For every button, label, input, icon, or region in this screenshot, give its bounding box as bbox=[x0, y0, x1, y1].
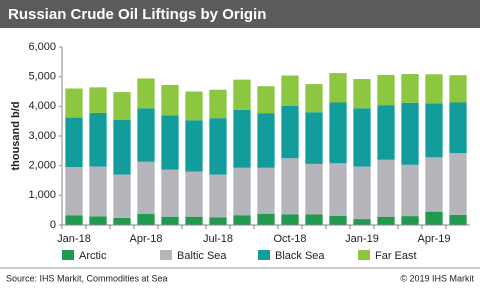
bar-segment bbox=[377, 159, 395, 217]
x-tick-label: Apr-19 bbox=[417, 233, 450, 245]
bar-segment bbox=[161, 115, 179, 170]
x-tick-label: Jul-18 bbox=[203, 233, 233, 245]
source: Source: IHS Markit, Commodities at Sea bbox=[6, 273, 168, 283]
bar-segment bbox=[209, 174, 227, 218]
bar-segment bbox=[449, 102, 467, 154]
bar-segment bbox=[449, 214, 467, 225]
bar-segment bbox=[209, 118, 227, 175]
bar-segment bbox=[401, 102, 419, 165]
bar-segment bbox=[137, 214, 155, 225]
legend-swatch bbox=[62, 250, 74, 260]
bar-segment bbox=[137, 108, 155, 162]
bar-segment bbox=[329, 163, 347, 216]
bar-segment bbox=[257, 213, 275, 225]
bar-segment bbox=[137, 161, 155, 215]
bar-segment bbox=[65, 215, 83, 225]
y-axis-label: thousand b/d bbox=[10, 101, 22, 170]
y-tick-label: 0 bbox=[50, 219, 56, 231]
bar-segment bbox=[377, 216, 395, 225]
bar-segment bbox=[113, 119, 131, 175]
bar-segment bbox=[305, 84, 323, 113]
bar-segment bbox=[305, 163, 323, 215]
bar-segment bbox=[425, 157, 443, 212]
y-tick-label: 3,000 bbox=[28, 130, 56, 142]
legend-label: Baltic Sea bbox=[177, 250, 227, 262]
bar-segment bbox=[233, 109, 251, 168]
bar-segment bbox=[209, 217, 227, 225]
bar-segment bbox=[281, 158, 299, 215]
bar-segment bbox=[353, 219, 371, 225]
bar-segment bbox=[281, 105, 299, 159]
bar-segment bbox=[353, 79, 371, 109]
bar-segment bbox=[257, 167, 275, 214]
bar-segment bbox=[209, 89, 227, 119]
y-tick-label: 6,000 bbox=[28, 41, 56, 53]
bar-segment bbox=[185, 120, 203, 172]
bar-segment bbox=[257, 86, 275, 114]
bar-segment bbox=[113, 92, 131, 120]
copyright: © 2019 IHS Markit bbox=[400, 273, 474, 283]
bar-segment bbox=[449, 75, 467, 103]
bar-segment bbox=[89, 112, 107, 167]
y-tick-label: 4,000 bbox=[28, 100, 56, 112]
bar-segment bbox=[233, 167, 251, 216]
legend-swatch bbox=[358, 250, 370, 260]
bar-segment bbox=[329, 102, 347, 164]
bar-segment bbox=[425, 211, 443, 225]
bar-segment bbox=[305, 214, 323, 225]
bar-segment bbox=[233, 79, 251, 110]
bar-segment bbox=[185, 171, 203, 217]
bar-segment bbox=[161, 169, 179, 217]
bar-segment bbox=[425, 74, 443, 104]
bar-segment bbox=[353, 108, 371, 167]
bar-segment bbox=[449, 153, 467, 215]
bar-segment bbox=[401, 216, 419, 225]
bar-segment bbox=[281, 214, 299, 225]
bar-segment bbox=[65, 117, 83, 168]
x-tick-label: Jan-18 bbox=[57, 233, 91, 245]
legend-swatch bbox=[258, 250, 270, 260]
bar-segment bbox=[113, 174, 131, 218]
bar-segment bbox=[305, 112, 323, 164]
legend-label: Arctic bbox=[79, 250, 107, 262]
bar-segment bbox=[257, 113, 275, 168]
bar-segment bbox=[65, 88, 83, 118]
bar-segment bbox=[113, 217, 131, 225]
legend-label: Far East bbox=[375, 250, 417, 262]
bar-segment bbox=[377, 74, 395, 106]
bar-segment bbox=[89, 216, 107, 225]
bar-segment bbox=[233, 215, 251, 225]
bar-segment bbox=[329, 73, 347, 103]
bar-segment bbox=[281, 75, 299, 106]
bar-segment bbox=[353, 166, 371, 220]
x-tick-label: Jan-19 bbox=[345, 233, 379, 245]
bar-segment bbox=[401, 73, 419, 103]
y-tick-label: 5,000 bbox=[28, 71, 56, 83]
bar-segment bbox=[65, 167, 83, 216]
title-bar bbox=[0, 0, 480, 28]
bar-segment bbox=[161, 84, 179, 116]
bar-segment bbox=[425, 103, 443, 158]
bar-segment bbox=[185, 216, 203, 225]
chart-title: Russian Crude Oil Liftings by Origin bbox=[8, 6, 266, 23]
bar-segment bbox=[89, 87, 107, 113]
bar-segment bbox=[137, 78, 155, 109]
bar-segment bbox=[185, 91, 203, 121]
x-tick-label: Apr-18 bbox=[129, 233, 162, 245]
legend-swatch bbox=[160, 250, 172, 260]
bar-segment bbox=[161, 216, 179, 225]
bar-segment bbox=[89, 166, 107, 217]
legend-label: Black Sea bbox=[275, 250, 325, 262]
y-tick-label: 2,000 bbox=[28, 160, 56, 172]
bar-segment bbox=[329, 215, 347, 225]
bar-segment bbox=[401, 164, 419, 217]
x-tick-label: Oct-18 bbox=[273, 233, 306, 245]
bar-segment bbox=[377, 105, 395, 160]
y-tick-label: 1,000 bbox=[28, 189, 56, 201]
